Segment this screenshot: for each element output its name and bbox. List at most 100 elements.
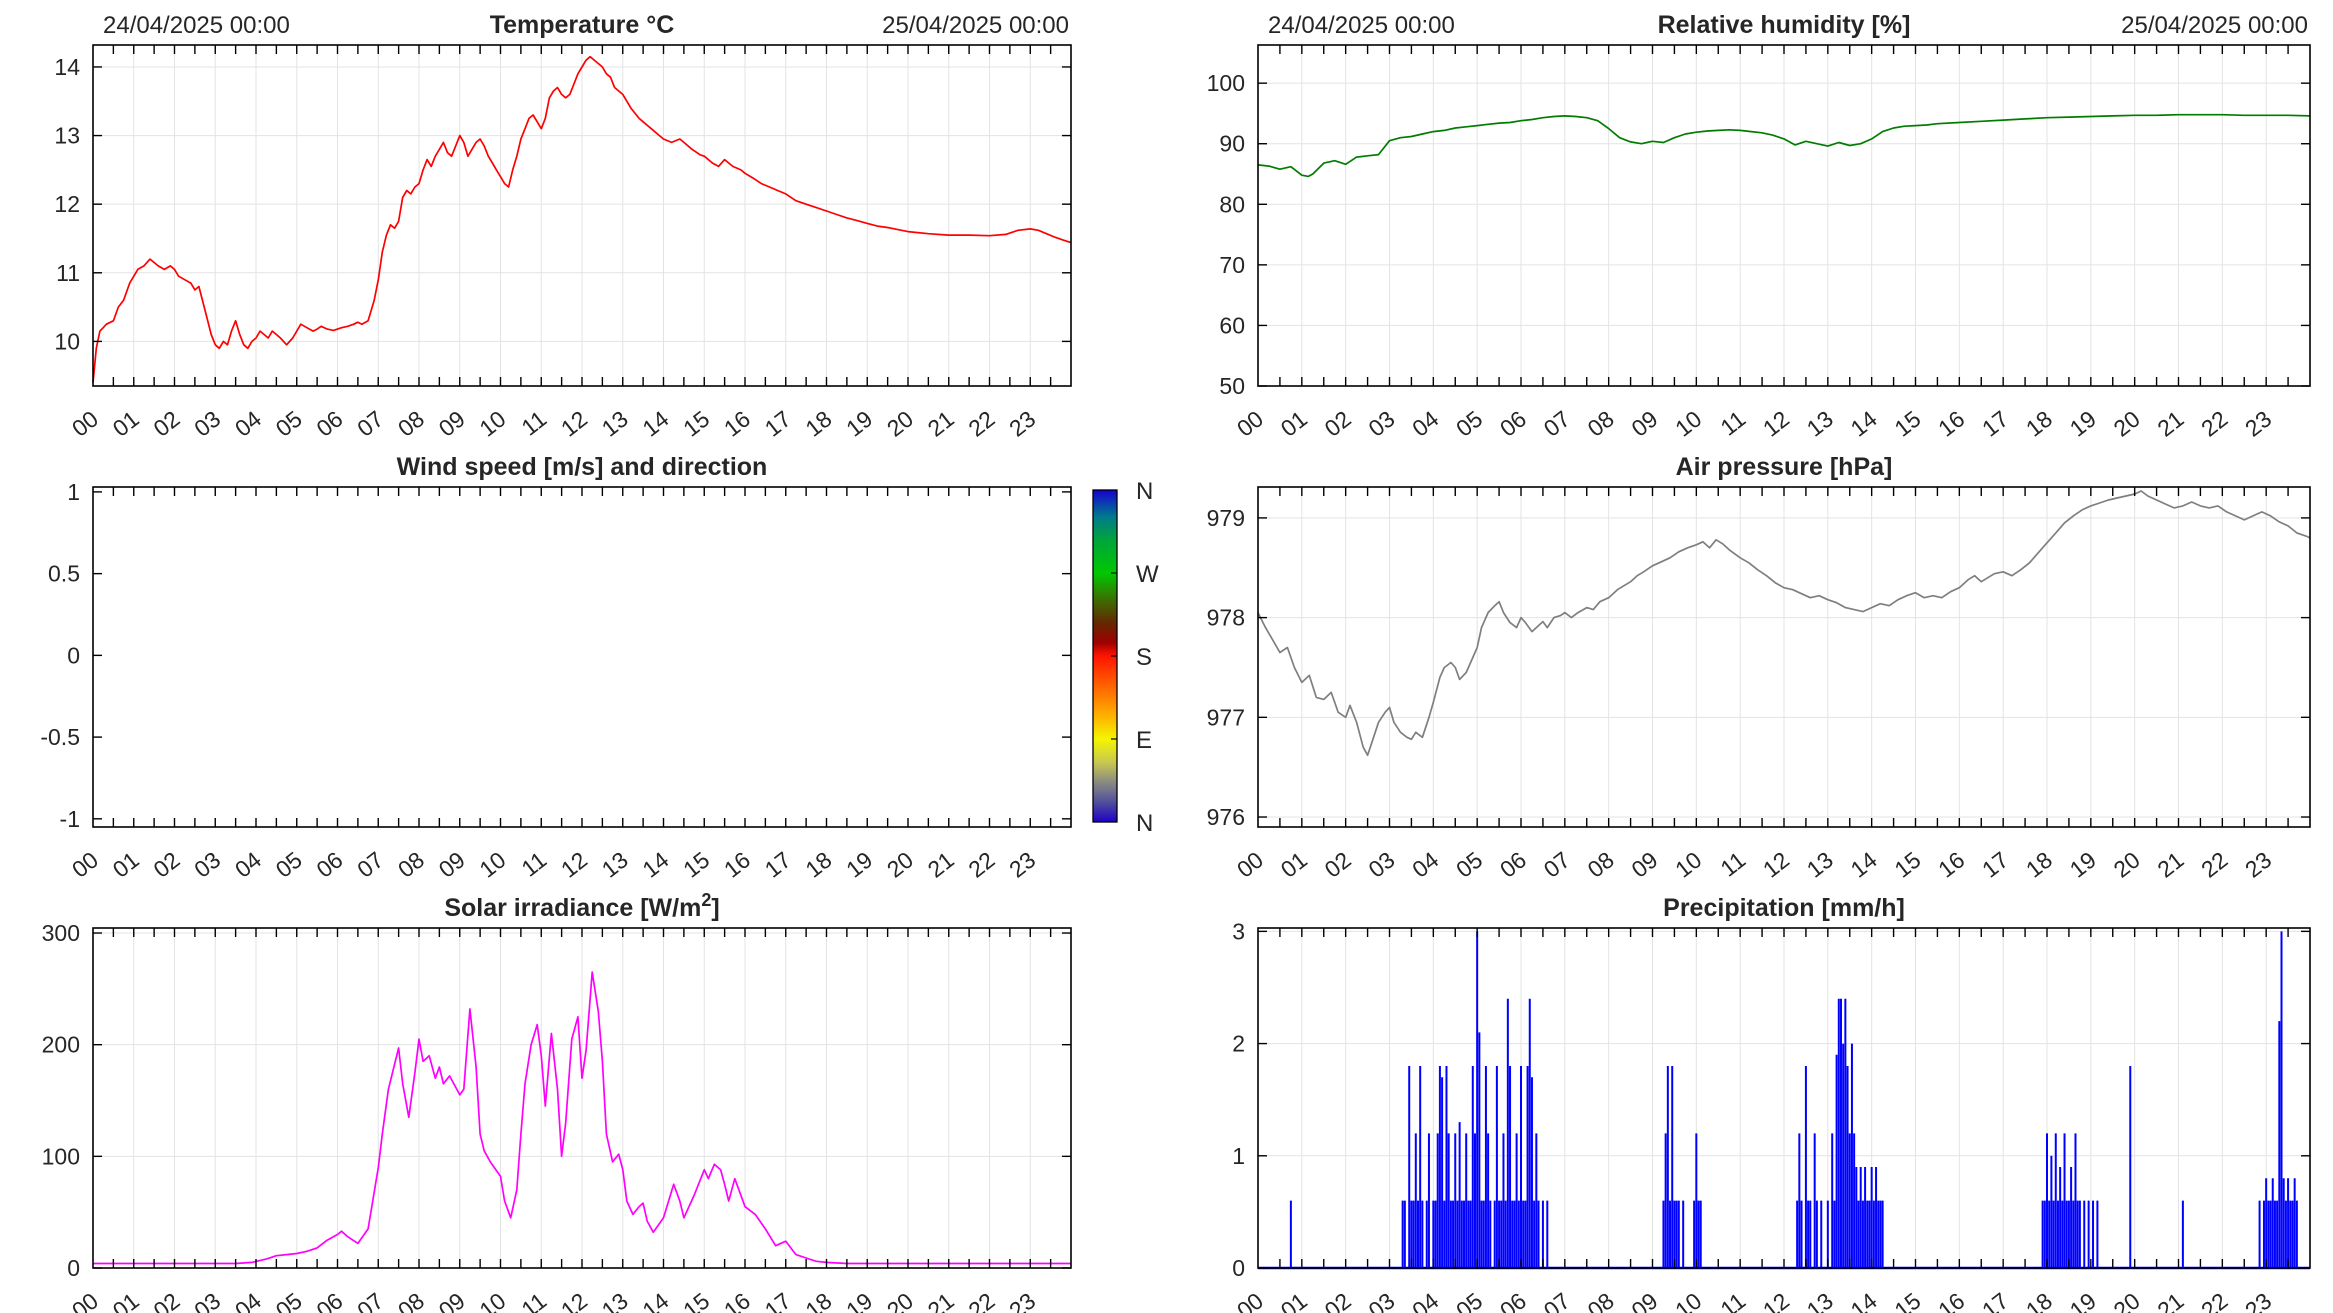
x-tick-label: 04 (230, 405, 266, 441)
x-tick-label: 19 (2065, 1287, 2101, 1313)
x-tick-label: 23 (1004, 846, 1040, 882)
x-tick-label: 22 (963, 1287, 999, 1313)
y-axis-labels: 976 977 978 979 (1207, 505, 1245, 830)
x-tick-label: 19 (2065, 405, 2101, 441)
y-axis-labels: 0 100 200 300 (42, 920, 80, 1281)
x-tick-label: 01 (108, 1287, 144, 1313)
solar-series-line (93, 971, 1071, 1265)
x-tick-label: 11 (516, 1287, 551, 1313)
date-label-start: 24/04/2025 00:00 (1268, 12, 1455, 39)
y-tick-label: 0 (67, 642, 80, 668)
grid-lines (1259, 929, 2309, 1267)
x-tick-label: 08 (393, 846, 429, 882)
x-tick-label: 14 (637, 1287, 673, 1313)
x-tick-label: 06 (1495, 846, 1531, 882)
x-tick-label: 04 (1407, 846, 1443, 882)
x-tick-label: 17 (1977, 1287, 2013, 1313)
x-tick-label: 18 (2021, 1287, 2057, 1313)
x-tick-label: 05 (1451, 1287, 1487, 1313)
wind-title: Wind speed [m/s] and direction (397, 453, 768, 481)
x-tick-label: 00 (67, 405, 103, 441)
x-tick-label: 15 (1889, 405, 1925, 441)
x-tick-label: 03 (189, 405, 225, 441)
x-tick-label: 05 (271, 405, 307, 441)
x-tick-label: 03 (189, 1287, 225, 1313)
x-axis-labels: 00 01 02 03 04 05 06 07 08 09 10 11 12 13 14 15 16 17 18 19… (1232, 1287, 2276, 1313)
x-tick-label: 21 (2152, 1287, 2188, 1313)
x-tick-label: 18 (800, 846, 836, 882)
x-tick-label: 08 (393, 1287, 429, 1313)
y-tick-label: 60 (1219, 312, 1245, 338)
x-tick-label: 21 (2152, 846, 2188, 882)
y-tick-label: 0.5 (48, 561, 80, 587)
x-tick-label: 06 (1495, 405, 1531, 441)
x-tick-label: 07 (1539, 1287, 1575, 1313)
axes-box (92, 486, 1072, 828)
x-tick-label: 06 (311, 405, 347, 441)
x-tick-label: 17 (1977, 405, 2013, 441)
colorbar-label: S (1136, 644, 1152, 671)
grid-lines (94, 929, 1070, 1267)
y-tick-label: -0.5 (40, 724, 80, 750)
x-tick-label: 17 (760, 846, 796, 882)
y-tick-label: 12 (54, 191, 80, 217)
grid-lines (1259, 488, 2309, 826)
x-tick-label: 08 (1583, 846, 1619, 882)
x-tick-label: 00 (1232, 405, 1268, 441)
x-tick-label: 20 (2109, 1287, 2145, 1313)
x-tick-label: 00 (1232, 846, 1268, 882)
humidity-series-line (1257, 113, 2311, 178)
x-tick-label: 13 (597, 1287, 633, 1313)
x-tick-label: 03 (1363, 1287, 1399, 1313)
date-label-end: 25/04/2025 00:00 (2121, 12, 2308, 39)
x-tick-label: 21 (923, 1287, 959, 1313)
pressure-title: Air pressure [hPa] (1676, 453, 1893, 481)
y-tick-label: 976 (1207, 804, 1245, 830)
x-tick-label: 14 (637, 405, 673, 441)
x-tick-label: 15 (678, 846, 714, 882)
y-axis-labels: 10 11 12 13 14 (54, 54, 80, 354)
x-tick-label: 02 (1320, 846, 1356, 882)
grid-lines (94, 46, 1070, 385)
y-tick-label: 14 (54, 54, 80, 80)
x-tick-label: 04 (230, 1287, 266, 1313)
colorbar-label: W (1136, 561, 1159, 588)
x-tick-label: 01 (1276, 405, 1312, 441)
x-tick-label: 07 (1539, 846, 1575, 882)
axis-ticks (93, 45, 1071, 386)
x-tick-label: 05 (1451, 405, 1487, 441)
x-tick-label: 05 (271, 846, 307, 882)
x-tick-label: 22 (963, 405, 999, 441)
x-tick-label: 03 (189, 846, 225, 882)
x-tick-label: 00 (1232, 1287, 1268, 1313)
y-tick-label: 80 (1219, 191, 1245, 217)
x-tick-label: 15 (678, 405, 714, 441)
x-tick-label: 20 (882, 846, 918, 882)
axis-ticks (93, 487, 1071, 827)
axis-ticks (1258, 928, 2310, 1269)
y-tick-label: 300 (42, 920, 80, 946)
date-label-end: 25/04/2025 00:00 (882, 12, 1069, 39)
x-tick-label: 18 (800, 1287, 836, 1313)
x-tick-label: 23 (2240, 1287, 2276, 1313)
x-tick-label: 14 (1846, 405, 1882, 441)
x-tick-label: 09 (1626, 846, 1662, 882)
x-tick-label: 20 (2109, 846, 2145, 882)
y-tick-label: 100 (1207, 70, 1245, 96)
x-tick-label: 12 (1758, 405, 1794, 441)
x-tick-label: 13 (597, 846, 633, 882)
x-axis-labels: 00 01 02 03 04 05 06 07 08 09 10 11 12 13 14 15 16 17 18 19… (67, 1287, 1040, 1313)
solar-title: Solar irradiance [W/m2] (444, 890, 719, 922)
axis-ticks (93, 928, 1071, 1269)
x-tick-label: 15 (678, 1287, 714, 1313)
x-tick-label: 16 (1933, 846, 1969, 882)
colorbar-label: N (1136, 810, 1153, 837)
x-tick-label: 16 (719, 405, 755, 441)
solar-chart: 00 01 02 03 04 05 06 07 08 09 10 11 12 13 14 15 16 17 18 19… (42, 890, 1072, 1313)
x-tick-label: 08 (393, 405, 429, 441)
y-tick-label: 50 (1219, 373, 1245, 399)
y-tick-label: 2 (1232, 1031, 1245, 1057)
x-tick-label: 13 (1802, 405, 1838, 441)
x-tick-label: 22 (2196, 405, 2232, 441)
